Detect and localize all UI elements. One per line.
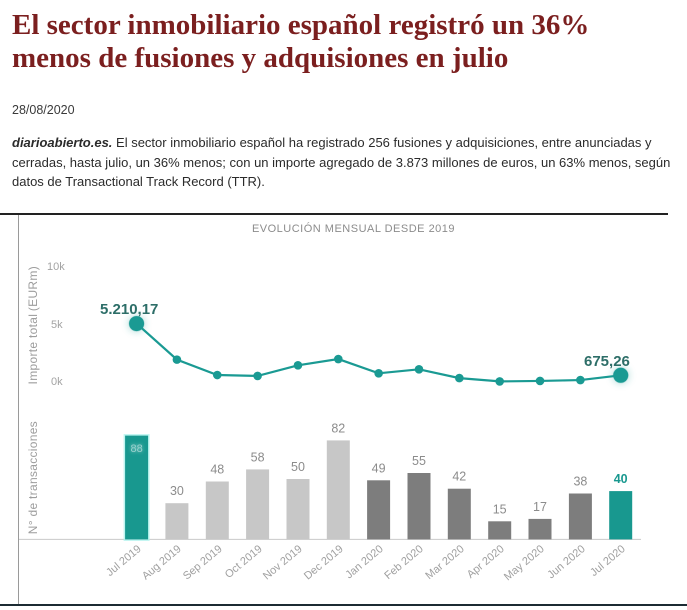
svg-text:82: 82 [331, 421, 345, 435]
svg-text:88: 88 [130, 443, 142, 455]
svg-text:42: 42 [452, 470, 466, 484]
svg-text:49: 49 [372, 461, 386, 475]
svg-text:55: 55 [412, 454, 426, 468]
svg-text:38: 38 [573, 475, 587, 489]
svg-text:30: 30 [170, 484, 184, 498]
svg-text:58: 58 [251, 450, 265, 464]
svg-text:17: 17 [533, 500, 547, 514]
svg-text:40: 40 [614, 472, 628, 486]
svg-text:50: 50 [291, 460, 305, 474]
svg-text:15: 15 [493, 502, 507, 516]
svg-text:48: 48 [210, 463, 224, 477]
